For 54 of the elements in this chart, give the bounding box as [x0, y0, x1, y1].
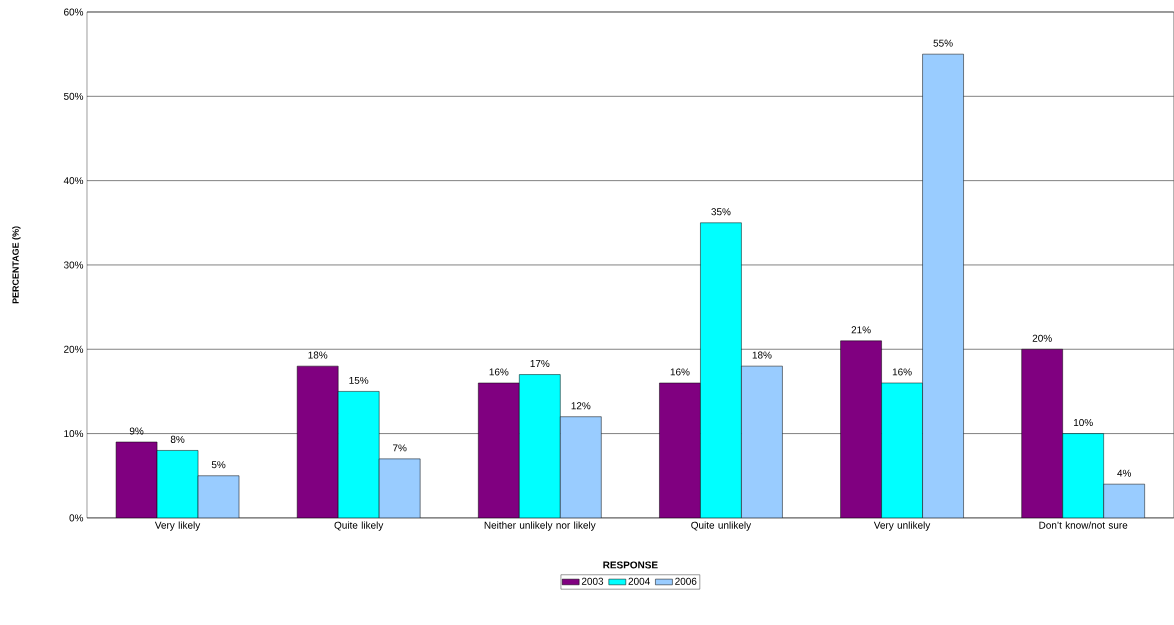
x-tick-label: Quite unlikely: [691, 521, 752, 531]
data-label: 5%: [211, 461, 226, 469]
x-tick-label: Very likely: [154, 521, 201, 531]
bar: [156, 450, 199, 518]
data-label: 10%: [1073, 419, 1093, 427]
data-label: 17%: [530, 360, 550, 368]
y-tick-label: 10%: [64, 430, 84, 438]
bar: [296, 365, 339, 518]
data-label: 16%: [489, 368, 509, 376]
bar: [478, 382, 520, 518]
data-label: 8%: [170, 435, 185, 443]
data-label: 4%: [1117, 469, 1132, 477]
y-tick-label: 40%: [63, 177, 84, 185]
data-label: 9%: [129, 427, 144, 435]
y-tick-label: 0%: [69, 514, 84, 522]
bar: [700, 222, 742, 518]
bar: [1021, 349, 1063, 518]
y-axis-title: PERCENTAGE (%): [12, 226, 21, 304]
bar: [840, 340, 882, 518]
data-label: 16%: [670, 368, 690, 376]
data-label: 18%: [308, 351, 328, 359]
x-tick-label: Quite likely: [334, 521, 384, 531]
legend-label: 2003: [581, 577, 604, 585]
x-axis-title: RESPONSE: [603, 561, 658, 569]
data-label: 35%: [711, 208, 731, 216]
legend-label: 2004: [628, 577, 650, 585]
bar: [922, 53, 964, 518]
legend-label: 2006: [675, 577, 697, 585]
bar: [560, 416, 602, 518]
x-tick-label: Neither unlikely nor likely: [484, 521, 596, 531]
data-label: 55%: [933, 39, 953, 47]
x-tick-label: Don’t know/not sure: [1039, 521, 1128, 529]
bar: [378, 458, 421, 518]
bar: [1062, 433, 1104, 518]
bar: [115, 441, 158, 518]
y-tick-label: 60%: [64, 8, 84, 16]
data-label: 21%: [851, 326, 871, 334]
y-tick-label: 50%: [63, 92, 84, 100]
bar: [197, 475, 240, 518]
y-tick-label: 20%: [64, 345, 84, 353]
data-label: 18%: [752, 351, 772, 359]
y-tick-label: 30%: [63, 261, 84, 269]
data-label: 20%: [1032, 334, 1052, 342]
bar: [1103, 483, 1145, 518]
data-label: 7%: [392, 444, 407, 452]
bar: [659, 382, 701, 518]
bar: [881, 382, 923, 518]
x-tick-label: Very unlikely: [873, 521, 931, 531]
bar: [519, 374, 561, 518]
data-label: 12%: [571, 402, 591, 410]
data-label: 15%: [349, 376, 369, 384]
bar: [741, 365, 783, 518]
data-label: 16%: [892, 368, 912, 376]
bar: [337, 391, 380, 518]
